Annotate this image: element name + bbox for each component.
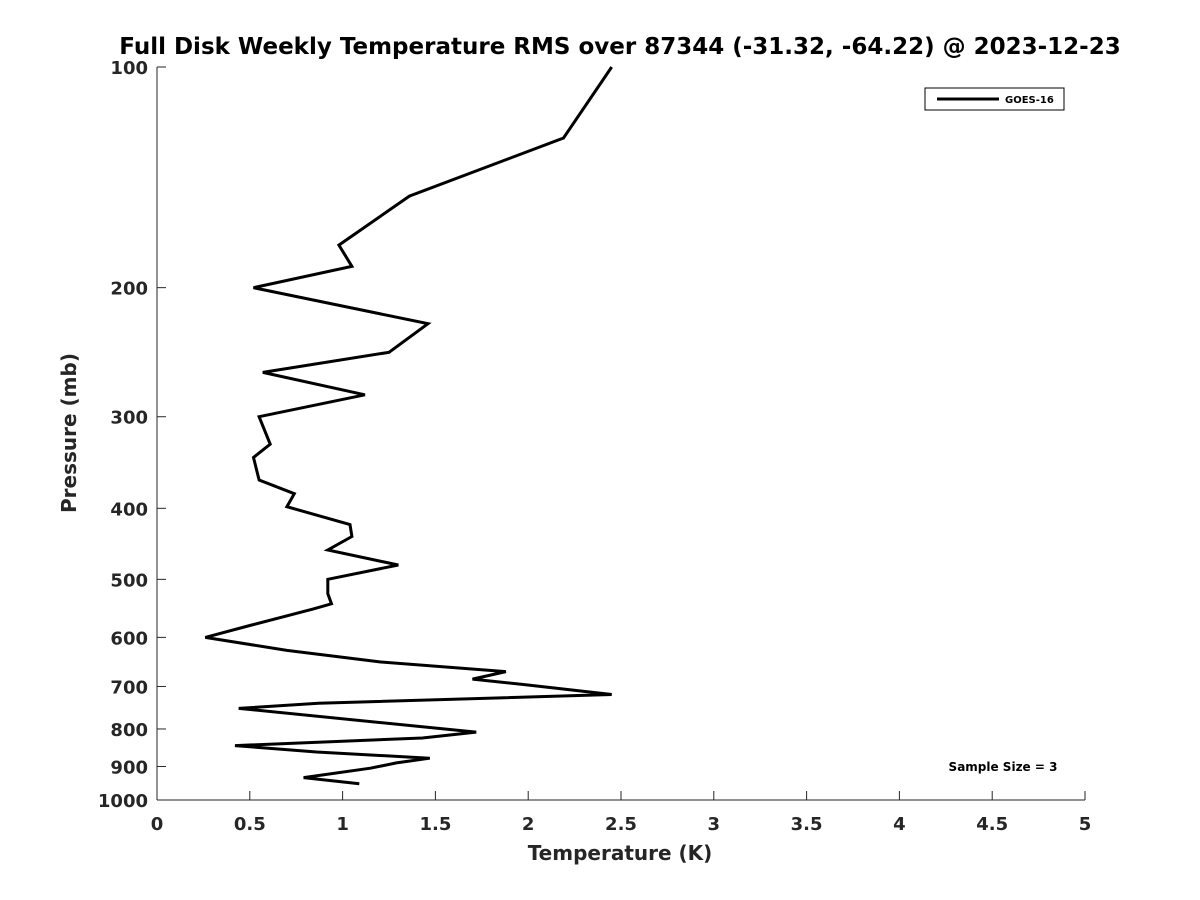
legend-label-goes-16: GOES-16 [1005, 95, 1054, 106]
y-tick-label: 900 [110, 757, 148, 778]
legend: GOES-16 [924, 87, 1065, 111]
x-tick-label: 4 [893, 814, 906, 835]
x-axis-ticks: 0 0.5 1 1.5 2 2.5 3 3.5 4 4.5 5 [151, 791, 1092, 835]
x-tick-label: 1 [336, 814, 349, 835]
y-tick-label: 500 [110, 570, 148, 591]
y-tick-label: 800 [110, 720, 148, 741]
x-tick-label: 2.5 [605, 814, 637, 835]
y-tick-label: 400 [110, 499, 148, 520]
x-tick-label: 5 [1079, 814, 1092, 835]
y-tick-label: 300 [110, 408, 148, 429]
y-tick-label: 700 [110, 677, 148, 698]
y-tick-label: 1000 [98, 791, 148, 812]
chart-title: Full Disk Weekly Temperature RMS over 87… [119, 34, 1121, 60]
x-tick-label: 0.5 [234, 814, 266, 835]
x-axis-label: Temperature (K) [528, 841, 713, 865]
y-tick-label: 100 [110, 58, 148, 79]
sample-size-note: Sample Size = 3 [949, 760, 1058, 774]
x-tick-label: 3 [708, 814, 721, 835]
x-tick-label: 0 [151, 814, 164, 835]
axes-frame [156, 67, 1085, 801]
x-tick-label: 3.5 [791, 814, 823, 835]
y-axis-label: Pressure (mb) [57, 353, 81, 513]
series-line-goes-16 [204, 66, 613, 786]
x-tick-label: 2 [522, 814, 535, 835]
y-axis-ticks: 100 200 300 400 500 600 700 800 900 1000 [98, 58, 166, 812]
x-tick-label: 1.5 [419, 814, 451, 835]
series-lines [204, 66, 613, 786]
y-tick-label: 200 [110, 279, 148, 300]
x-tick-label: 4.5 [976, 814, 1008, 835]
y-tick-label: 600 [110, 628, 148, 649]
